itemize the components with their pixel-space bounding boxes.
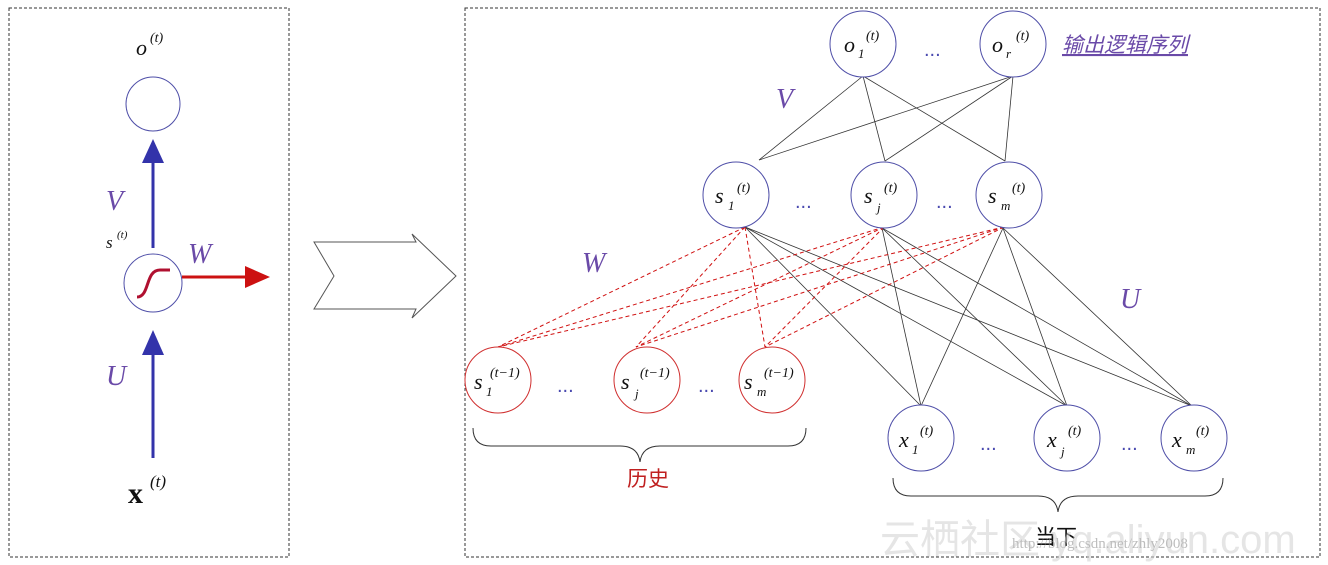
hidden-ellipsis-1: ... (795, 191, 812, 213)
svg-text:s: s (715, 183, 724, 208)
svg-text:s: s (621, 369, 630, 394)
svg-text:(t): (t) (1012, 181, 1026, 196)
svg-text:1: 1 (486, 384, 493, 399)
history-brace (472, 427, 807, 463)
hidden-node-1: s 1 (t) (702, 161, 770, 229)
left-weight-w: W (188, 239, 214, 270)
svg-text:(t): (t) (1196, 424, 1210, 439)
history-label: 历史 (627, 468, 669, 491)
svg-text:(t): (t) (920, 424, 934, 439)
left-state-label: s (106, 233, 113, 252)
svg-text:1: 1 (858, 46, 865, 61)
svg-text:j: j (875, 200, 881, 215)
transform-arrow-icon (313, 233, 457, 319)
input-node-1: x 1 (t) (887, 404, 955, 472)
u-connections (744, 226, 1193, 407)
input-ellipsis-2: ... (1121, 433, 1138, 455)
watermark-text: 云栖社区 yq.aliyun.com (880, 518, 1296, 562)
svg-text:s: s (864, 183, 873, 208)
svg-text:m: m (1186, 442, 1195, 457)
svg-text:m: m (757, 384, 766, 399)
svg-text:(t−1): (t−1) (764, 366, 794, 381)
sigmoid-icon (136, 268, 170, 299)
svg-text:(t−1): (t−1) (490, 366, 520, 381)
right-weight-u: U (1120, 284, 1142, 315)
svg-text:j: j (633, 386, 639, 401)
left-output-sup: (t) (150, 31, 164, 46)
right-weight-w: W (582, 248, 608, 279)
svg-text:x: x (898, 427, 909, 452)
svg-text:m: m (1001, 198, 1010, 213)
output-ellipsis: ... (924, 39, 941, 61)
input-ellipsis-1: ... (980, 433, 997, 455)
svg-text:s: s (988, 183, 997, 208)
svg-text:o: o (844, 32, 855, 57)
svg-text:1: 1 (912, 442, 919, 457)
svg-text:1: 1 (728, 198, 735, 213)
output-node-r: o r (t) (979, 10, 1047, 78)
watermark: 云栖社区 yq.aliyun.com http://blog.csdn.net/… (880, 518, 1296, 562)
left-weight-v: V (106, 186, 126, 217)
svg-text:s: s (474, 369, 483, 394)
hidden-node-j: s j (t) (850, 161, 918, 229)
history-node-m: s m (t−1) (738, 346, 806, 414)
svg-text:s: s (744, 369, 753, 394)
watermark-url: http://blog.csdn.net/zhly2008 (1012, 536, 1188, 552)
history-node-1: s 1 (t−1) (464, 346, 532, 414)
v-connections (758, 75, 1014, 162)
svg-text:(t): (t) (1016, 29, 1030, 44)
svg-text:j: j (1059, 444, 1065, 459)
right-panel-border (464, 7, 1321, 558)
svg-text:x: x (1046, 427, 1057, 452)
left-input-label: x (128, 477, 143, 510)
left-w-arrow-head (245, 266, 270, 288)
svg-text:x: x (1171, 427, 1182, 452)
input-node-j: x j (t) (1033, 404, 1101, 472)
left-state-sup: (t) (117, 229, 128, 241)
w-connections (497, 226, 1005, 348)
svg-text:(t): (t) (1068, 424, 1082, 439)
output-node-1: o 1 (t) (829, 10, 897, 78)
svg-text:o: o (992, 32, 1003, 57)
current-label: 当下 (1035, 526, 1077, 549)
left-hidden-node (123, 253, 183, 313)
left-output-node (125, 76, 181, 132)
svg-text:(t−1): (t−1) (640, 366, 670, 381)
hidden-node-m: s m (t) (975, 161, 1043, 229)
right-panel: o 1 (t) ... o r (t) 输出逻辑序列 V s 1 (t) ...… (464, 7, 1321, 558)
svg-text:(t): (t) (884, 181, 898, 196)
left-panel-border (8, 7, 290, 558)
history-ellipsis-1: ... (557, 375, 574, 397)
left-u-arrow-head (142, 330, 164, 355)
left-panel: o (t) V s (t) W U x (t) (8, 7, 290, 558)
left-weight-u: U (106, 361, 128, 392)
right-weight-v: V (776, 84, 796, 115)
left-input-sup: (t) (150, 472, 166, 491)
output-sequence-title: 输出逻辑序列 (1062, 34, 1191, 57)
current-brace (892, 477, 1224, 513)
left-v-arrow-head (142, 139, 164, 163)
svg-text:(t): (t) (866, 29, 880, 44)
history-node-j: s j (t−1) (613, 346, 681, 414)
left-output-label: o (136, 35, 147, 60)
input-node-m: x m (t) (1160, 404, 1228, 472)
svg-text:r: r (1006, 46, 1012, 61)
svg-text:(t): (t) (737, 181, 751, 196)
hidden-ellipsis-2: ... (936, 191, 953, 213)
history-ellipsis-2: ... (698, 375, 715, 397)
